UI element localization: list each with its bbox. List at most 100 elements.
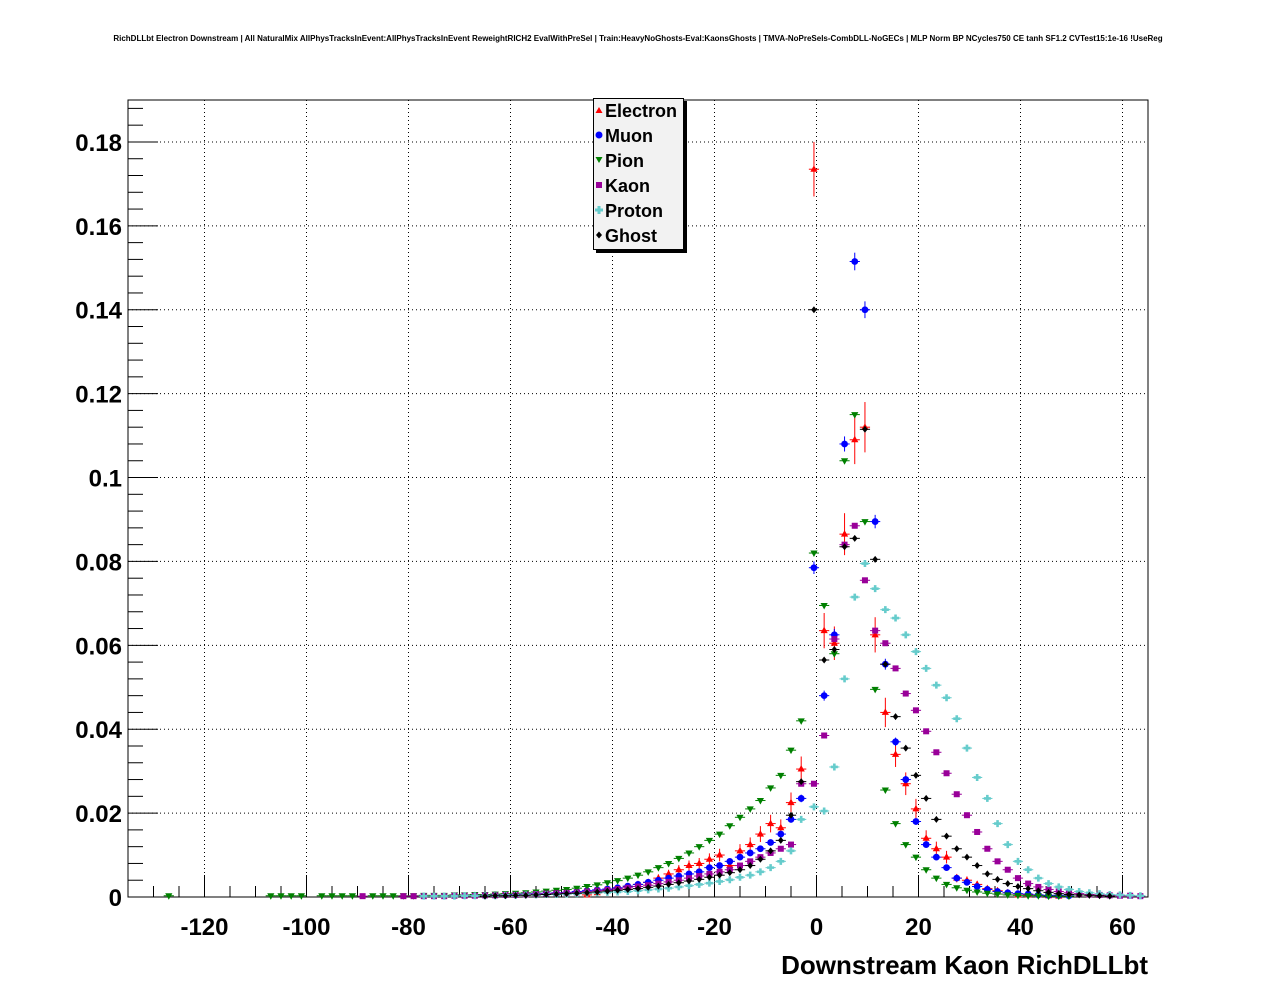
data-point: [797, 718, 805, 725]
data-point: [665, 860, 673, 868]
data-point: [676, 879, 682, 887]
data-point: [736, 853, 744, 861]
data-point: [1106, 892, 1113, 900]
data-point: [973, 889, 981, 896]
data-point: [746, 806, 754, 813]
data-point: [984, 870, 991, 878]
series-electron: [581, 141, 1064, 899]
data-point: [788, 811, 794, 819]
y-tick-label: 0.06: [75, 633, 122, 660]
y-tick-label: 0.02: [75, 801, 122, 828]
data-point: [716, 862, 723, 869]
data-point: [695, 844, 703, 851]
data-point: [1096, 892, 1103, 900]
data-point: [1045, 888, 1052, 896]
data-point: [932, 681, 940, 689]
data-point: [912, 854, 920, 862]
data-point: [892, 713, 899, 721]
x-tick-label: -40: [595, 914, 630, 941]
data-point: [1076, 891, 1082, 899]
data-point: [810, 165, 818, 172]
data-point: [502, 892, 509, 900]
data-point: [1024, 866, 1032, 874]
data-point: [705, 855, 713, 862]
data-point: [974, 862, 980, 870]
data-point: [1136, 892, 1144, 900]
data-point: [665, 869, 673, 877]
data-point: [584, 889, 590, 897]
data-point: [1044, 893, 1053, 901]
data-point: [1004, 892, 1012, 899]
data-point: [811, 306, 817, 314]
y-tick-label: 0.04: [75, 717, 122, 744]
data-point: [831, 646, 838, 654]
data-point: [165, 893, 173, 900]
data-point: [1126, 891, 1134, 899]
data-point: [820, 602, 828, 610]
data-point: [984, 845, 991, 852]
legend-item-pion: Pion: [594, 149, 683, 174]
data-point: [797, 815, 805, 823]
data-point: [614, 886, 621, 894]
x-tick-label: 40: [1007, 914, 1034, 941]
data-point: [726, 823, 734, 830]
data-point: [902, 744, 909, 752]
data-point: [871, 585, 879, 593]
data-point: [797, 765, 805, 772]
data-point: [277, 893, 285, 900]
data-point: [881, 606, 889, 614]
data-point: [675, 865, 683, 873]
data-point: [881, 787, 889, 795]
data-point: [348, 893, 356, 900]
data-point: [923, 794, 929, 802]
data-point: [685, 861, 693, 869]
data-point: [716, 877, 724, 885]
data-point: [862, 425, 868, 433]
data-point: [902, 690, 909, 697]
data-point: [902, 631, 910, 639]
x-tick-label: -60: [493, 914, 528, 941]
data-point: [338, 893, 346, 900]
data-point: [963, 878, 971, 886]
data-point: [922, 841, 930, 848]
data-point: [1004, 866, 1011, 873]
data-point: [756, 868, 764, 876]
data-point: [851, 534, 858, 542]
data-point: [831, 636, 838, 643]
data-point: [994, 820, 1002, 828]
data-point: [543, 890, 549, 898]
y-tick-label: 0.08: [75, 549, 122, 576]
data-point: [737, 866, 743, 874]
data-point: [787, 847, 795, 855]
data-point: [533, 891, 539, 899]
data-point: [737, 862, 743, 869]
data-point: [675, 883, 683, 891]
legend-label-electron: Electron: [605, 101, 678, 121]
y-tick-label: 0: [109, 885, 122, 912]
data-point: [902, 842, 910, 849]
series-kaon: [357, 522, 1146, 900]
data-point: [943, 832, 950, 840]
data-point: [820, 807, 828, 815]
data-point: [1116, 891, 1124, 899]
data-point: [994, 875, 1001, 883]
data-point: [705, 837, 713, 845]
legend-marker-pion: [595, 157, 603, 163]
x-axis-label: Downstream Kaon RichDLLbt: [781, 950, 1148, 980]
data-point: [830, 651, 838, 658]
data-point: [297, 893, 305, 900]
data-point: [696, 875, 702, 883]
legend-marker-ghost: [596, 231, 602, 239]
data-point: [756, 798, 764, 805]
data-point: [973, 773, 981, 781]
data-point: [1055, 883, 1063, 891]
data-point: [654, 865, 662, 872]
data-point: [953, 791, 960, 798]
data-point: [583, 884, 591, 891]
data-point: [861, 306, 869, 314]
data-point: [881, 708, 889, 715]
legend-item-ghost: Ghost: [594, 224, 683, 249]
data-point: [777, 857, 785, 865]
data-point: [746, 871, 754, 879]
data-point: [787, 747, 795, 755]
